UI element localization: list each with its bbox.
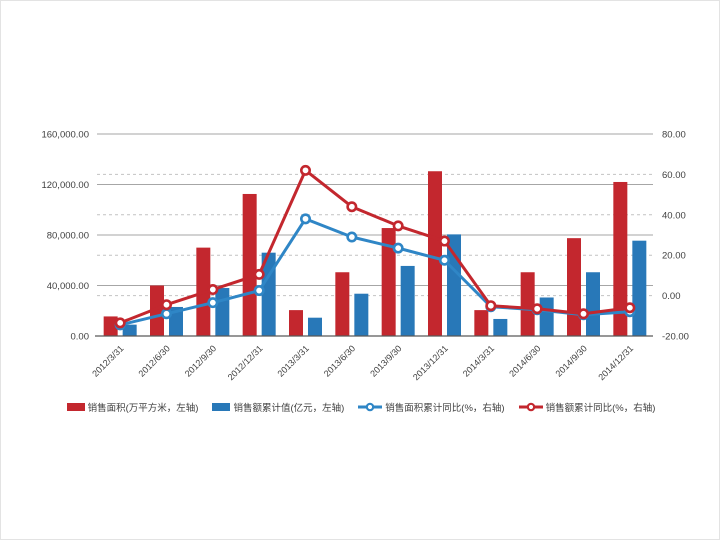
line-marker: [624, 302, 636, 314]
line-marker: [346, 231, 358, 243]
line-marker: [299, 164, 311, 176]
line-marker: [207, 297, 219, 309]
legend-item-1: 销售额累计值(亿元，左轴): [212, 400, 344, 414]
bar: [474, 310, 489, 336]
left-tick-label: 120,000.00: [41, 180, 89, 191]
bar: [215, 288, 230, 336]
line-marker: [253, 285, 265, 297]
line-marker: [346, 201, 358, 213]
bar: [308, 317, 322, 336]
legend-label: 销售额累计同比(%，右轴): [545, 403, 656, 414]
bar: [632, 240, 647, 336]
line-marker: [392, 242, 404, 254]
x-tick-label: 2012/12/31: [226, 343, 265, 382]
legend-line-marker: [358, 402, 383, 412]
bar: [613, 181, 628, 336]
line-marker: [253, 268, 265, 280]
bar: [169, 306, 183, 336]
bar: [381, 228, 396, 336]
legend-item-2: 销售面积累计同比(%，右轴): [358, 400, 505, 414]
x-tick-label: 2014/9/30: [554, 343, 589, 378]
line-marker: [114, 317, 126, 329]
x-tick-label: 2014/6/30: [507, 343, 542, 378]
bar: [261, 252, 276, 336]
x-tick-label: 2013/9/30: [368, 343, 403, 378]
bar: [103, 316, 118, 336]
x-tick-label: 2013/6/30: [322, 343, 357, 378]
x-tick-label: 2014/12/31: [596, 343, 635, 382]
x-tick-label: 2013/12/31: [411, 343, 450, 382]
legend-line-marker: [518, 402, 543, 412]
left-tick-label: 80,000.00: [47, 231, 89, 242]
line-marker: [161, 308, 173, 320]
bar: [586, 272, 600, 336]
legend-item-0: 销售面积(万平方米，左轴): [66, 400, 199, 414]
bar: [289, 310, 303, 336]
line-marker: [438, 235, 450, 247]
chart-legend: 销售面积(万平方米，左轴) 销售额累计值(亿元，左轴) 销售面积累计同比(%，右轴)…: [1, 400, 719, 414]
legend-item-3: 销售额累计同比(%，右轴): [518, 400, 656, 414]
bar: [428, 171, 442, 336]
right-axis-labels: -20.00 0.00 20.00 40.00 60.00 80.00: [662, 130, 689, 343]
x-tick-label: 2012/9/30: [183, 343, 218, 378]
bar: [150, 285, 164, 336]
left-tick-label: 0.00: [71, 332, 90, 343]
line-path: [119, 168, 631, 325]
left-tick-label: 40,000.00: [47, 281, 89, 292]
x-tick-label: 2012/3/31: [90, 343, 125, 378]
legend-label: 销售额累计值(亿元，左轴): [233, 403, 345, 414]
line-marker: [161, 299, 173, 311]
bars-sales-area: [103, 171, 628, 336]
legend-label: 销售面积累计同比(%，右轴): [385, 403, 505, 414]
bar: [400, 265, 415, 336]
legend-bar-swatch: [66, 403, 85, 411]
right-tick-label: 60.00: [662, 170, 686, 181]
line-marker: [531, 303, 543, 315]
legend-bar-swatch: [212, 403, 231, 411]
bar: [520, 272, 535, 336]
line-marker: [438, 254, 450, 266]
line-marker: [392, 220, 404, 232]
line-marker: [207, 284, 219, 296]
x-tick-label: 2014/3/31: [461, 343, 496, 378]
bar: [354, 293, 369, 336]
right-tick-label: 80.00: [662, 130, 686, 141]
left-tick-label: 160,000.00: [41, 130, 89, 141]
left-axis-labels: 0.00 40,000.00 80,000.00 120,000.00 160,000.…: [41, 130, 89, 343]
line-marker: [485, 300, 497, 312]
line-marker: [577, 308, 589, 320]
bar: [242, 193, 257, 336]
combo-chart: 0.00 40,000.00 80,000.00 120,000.00 160,000.…: [41, 130, 689, 383]
bar: [335, 272, 350, 336]
legend-label: 销售面积(万平方米，左轴): [87, 403, 199, 414]
right-tick-label: 20.00: [662, 251, 686, 262]
x-tick-label: 2012/6/30: [137, 343, 172, 378]
right-tick-label: 0.00: [662, 291, 681, 302]
right-tick-label: 40.00: [662, 210, 686, 221]
bar: [122, 324, 137, 336]
bar: [493, 318, 508, 336]
right-tick-label: -20.00: [662, 332, 689, 343]
line-marker: [299, 213, 311, 225]
x-tick-label: 2013/3/31: [276, 343, 311, 378]
bar: [567, 238, 581, 336]
x-axis-labels: 2012/3/31 2012/6/30 2012/9/30 2012/12/31 201…: [90, 343, 635, 382]
bar: [539, 297, 554, 336]
line-value-yoy: [114, 164, 636, 329]
